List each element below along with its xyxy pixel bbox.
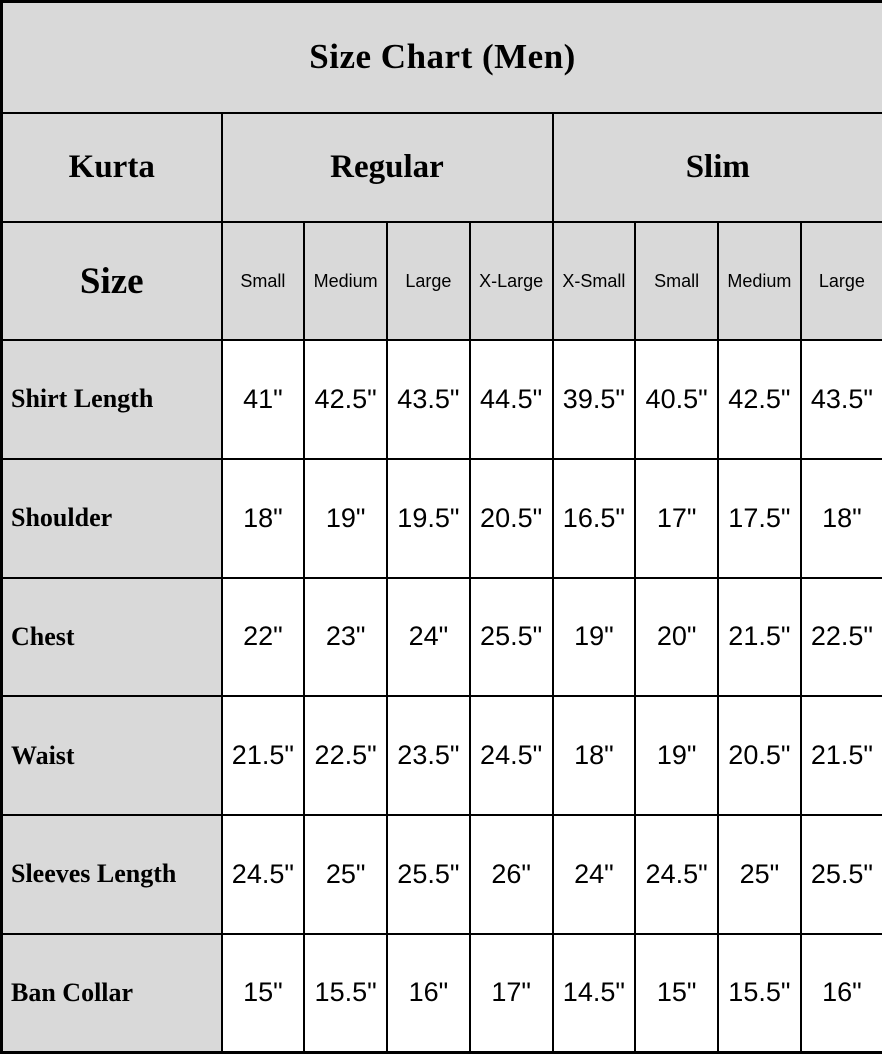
measurement-cell: 17.5" [717, 457, 802, 579]
measurement-cell: 19.5" [386, 457, 471, 579]
table-row: Shoulder 18" 19" 19.5" 20.5" 16.5" 17" 1… [0, 457, 882, 579]
measurement-cell: 21.5" [799, 695, 882, 816]
measurement-cell: 25.5" [386, 813, 471, 935]
measurement-cell: 20" [634, 576, 719, 698]
measurement-cell: 22.5" [799, 576, 882, 698]
measurement-cell: 14.5" [551, 932, 637, 1054]
column-header: Small [220, 221, 306, 342]
measurement-cell: 21.5" [220, 695, 306, 816]
column-header: Medium [717, 221, 802, 342]
measurement-cell: 18" [799, 457, 882, 579]
measurement-cell: 16" [799, 932, 882, 1054]
measurement-cell: 16.5" [551, 457, 637, 579]
table-row: Ban Collar 15" 15.5" 16" 17" 14.5" 15" 1… [0, 932, 882, 1054]
measurement-cell: 19" [634, 695, 719, 816]
measurement-cell: 25" [717, 813, 802, 935]
measurement-cell: 15" [220, 932, 306, 1054]
table-row: Size Small Medium Large X-Large X-Small … [0, 221, 882, 342]
measurement-cell: 42.5" [303, 339, 388, 460]
row-label: Shoulder [0, 457, 223, 579]
group-header-regular: Regular [220, 111, 554, 224]
size-row-label: Size [0, 221, 223, 342]
chart-title: Size Chart (Men) [0, 0, 882, 114]
measurement-cell: 44.5" [468, 339, 554, 460]
row-label: Chest [0, 576, 223, 698]
corner-label: Kurta [0, 111, 223, 224]
measurement-cell: 24.5" [220, 813, 306, 935]
measurement-cell: 20.5" [717, 695, 802, 816]
row-label: Ban Collar [0, 932, 223, 1054]
measurement-cell: 20.5" [468, 457, 554, 579]
measurement-cell: 22.5" [303, 695, 388, 816]
table-row: Sleeves Length 24.5" 25" 25.5" 26" 24" 2… [0, 813, 882, 935]
column-header: X-Small [551, 221, 637, 342]
measurement-cell: 24.5" [468, 695, 554, 816]
table-row: Size Chart (Men) [0, 0, 882, 114]
measurement-cell: 43.5" [386, 339, 471, 460]
measurement-cell: 24" [386, 576, 471, 698]
measurement-cell: 15.5" [303, 932, 388, 1054]
measurement-cell: 18" [551, 695, 637, 816]
measurement-cell: 17" [634, 457, 719, 579]
column-header: Small [634, 221, 719, 342]
measurement-cell: 18" [220, 457, 306, 579]
measurement-cell: 17" [468, 932, 554, 1054]
table-row: Shirt Length 41" 42.5" 43.5" 44.5" 39.5"… [0, 339, 882, 460]
column-header: Large [799, 221, 882, 342]
table-row: Kurta Regular Slim [0, 111, 882, 224]
row-label: Shirt Length [0, 339, 223, 460]
measurement-cell: 26" [468, 813, 554, 935]
measurement-cell: 16" [386, 932, 471, 1054]
measurement-cell: 15.5" [717, 932, 802, 1054]
measurement-cell: 42.5" [717, 339, 802, 460]
measurement-cell: 25" [303, 813, 388, 935]
column-header: Large [386, 221, 471, 342]
column-header: Medium [303, 221, 388, 342]
measurement-cell: 22" [220, 576, 306, 698]
measurement-cell: 25.5" [468, 576, 554, 698]
measurement-cell: 15" [634, 932, 719, 1054]
measurement-cell: 19" [303, 457, 388, 579]
measurement-cell: 25.5" [799, 813, 882, 935]
measurement-cell: 39.5" [551, 339, 637, 460]
row-label: Sleeves Length [0, 813, 223, 935]
measurement-cell: 24" [551, 813, 637, 935]
measurement-cell: 24.5" [634, 813, 719, 935]
measurement-cell: 19" [551, 576, 637, 698]
measurement-cell: 23" [303, 576, 388, 698]
row-label: Waist [0, 695, 223, 816]
table-row: Chest 22" 23" 24" 25.5" 19" 20" 21.5" 22… [0, 576, 882, 698]
measurement-cell: 41" [220, 339, 306, 460]
measurement-cell: 23.5" [386, 695, 471, 816]
measurement-cell: 21.5" [717, 576, 802, 698]
measurement-cell: 40.5" [634, 339, 719, 460]
measurement-cell: 43.5" [799, 339, 882, 460]
group-header-slim: Slim [551, 111, 882, 224]
table-row: Waist 21.5" 22.5" 23.5" 24.5" 18" 19" 20… [0, 695, 882, 816]
column-header: X-Large [468, 221, 554, 342]
